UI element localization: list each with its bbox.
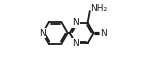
Text: N: N (39, 29, 46, 37)
Text: N: N (72, 39, 79, 48)
Text: NH₂: NH₂ (90, 4, 108, 13)
Text: N: N (72, 18, 79, 27)
Text: N: N (100, 29, 107, 37)
